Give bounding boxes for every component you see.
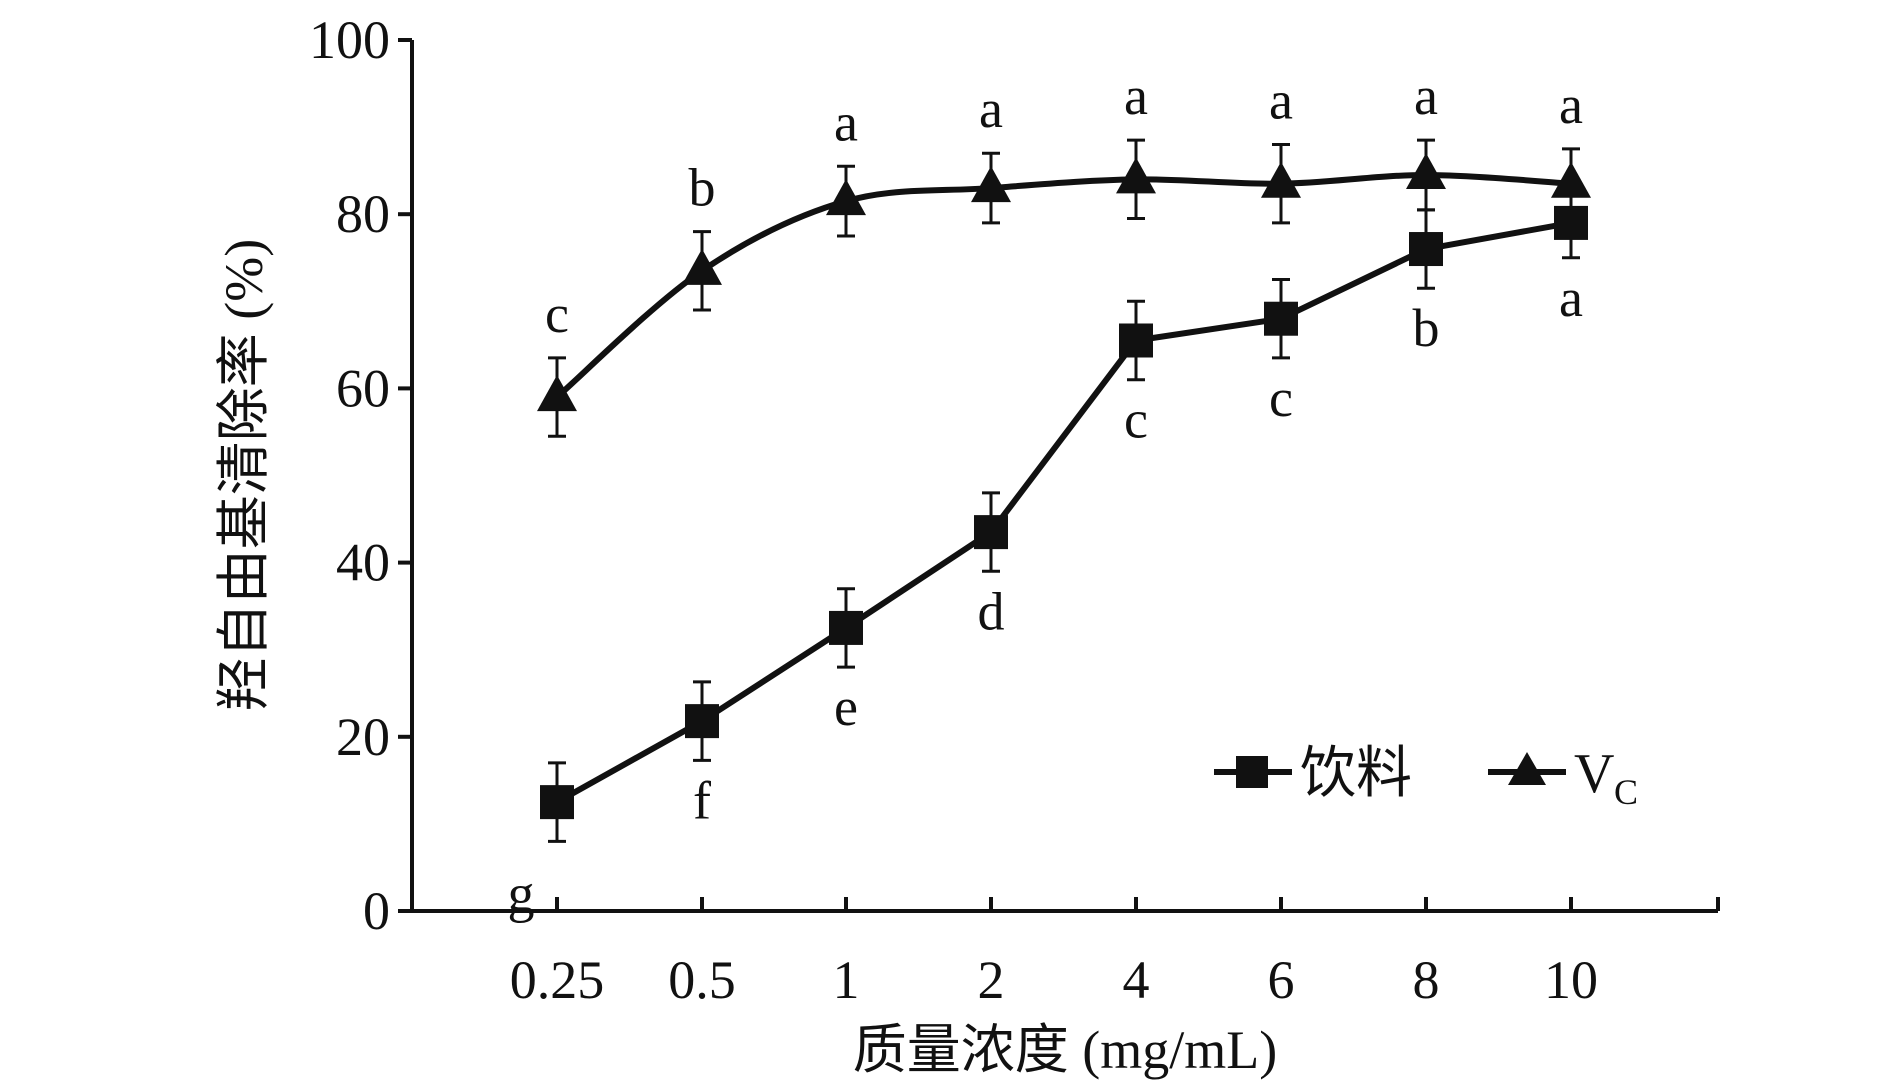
data-point-triangle bbox=[1406, 153, 1446, 190]
axes: 0 20 40 60 80 100 0.25 0.5 1 2 4 6 8 10 质量浓度 (mg/mL) 羟自… bbox=[214, 10, 1720, 1080]
series-beverage bbox=[540, 186, 1588, 843]
data-point-triangle bbox=[1261, 161, 1301, 198]
x-tick-label: 0.5 bbox=[668, 950, 736, 1010]
significance-letter: a bbox=[834, 92, 858, 152]
data-point-triangle bbox=[826, 179, 866, 216]
significance-letter: c bbox=[545, 284, 569, 344]
y-tick-label: 60 bbox=[336, 358, 390, 418]
series-vc bbox=[537, 138, 1591, 438]
x-tick-label: 0.25 bbox=[510, 950, 605, 1010]
significance-letter: a bbox=[1559, 75, 1583, 135]
data-point-triangle bbox=[1116, 157, 1156, 194]
significance-letter: a bbox=[1124, 66, 1148, 126]
x-tick-label: 1 bbox=[833, 950, 860, 1010]
significance-letter: a bbox=[1269, 71, 1293, 131]
legend-label-beverage: 饮料 bbox=[1300, 743, 1412, 805]
significance-letter: g bbox=[508, 863, 535, 923]
labels-layer: g f e d c c b a c b a a a a a a bbox=[508, 66, 1584, 923]
x-axis-title: 质量浓度 (mg/mL) bbox=[853, 1020, 1277, 1080]
y-axis-title: 羟自由基清除率 (%) bbox=[214, 239, 274, 711]
legend-marker-triangle bbox=[1508, 752, 1546, 785]
legend-label-vc-subscript: C bbox=[1614, 772, 1638, 812]
x-tick-label: 10 bbox=[1544, 950, 1598, 1010]
significance-letter: c bbox=[1124, 390, 1148, 450]
y-tick-label: 100 bbox=[309, 10, 390, 70]
significance-letter: e bbox=[834, 677, 858, 737]
significance-letter: c bbox=[1269, 368, 1293, 428]
significance-letter: b bbox=[689, 158, 716, 218]
y-tick-label: 80 bbox=[336, 184, 390, 244]
series-line bbox=[555, 219, 1572, 805]
data-point-square bbox=[829, 610, 863, 645]
y-tick-label: 40 bbox=[336, 533, 390, 593]
data-point-square bbox=[1264, 301, 1298, 336]
data-point-square bbox=[974, 515, 1008, 550]
x-tick-label: 6 bbox=[1268, 950, 1295, 1010]
x-tick-label: 2 bbox=[978, 950, 1005, 1010]
data-point-square bbox=[1409, 232, 1443, 267]
data-point-square bbox=[540, 785, 574, 820]
data-point-triangle bbox=[537, 375, 577, 412]
data-point-triangle bbox=[971, 166, 1011, 203]
y-tick-label: 20 bbox=[336, 707, 390, 767]
data-point-triangle bbox=[682, 248, 722, 285]
y-tick-label: 0 bbox=[363, 881, 390, 941]
significance-letter: a bbox=[1414, 66, 1438, 126]
x-tick-label: 4 bbox=[1123, 950, 1150, 1010]
significance-letter: a bbox=[979, 79, 1003, 139]
legend-label-vc: V bbox=[1574, 743, 1614, 805]
data-point-square bbox=[1119, 323, 1153, 358]
data-point-square bbox=[685, 704, 719, 739]
significance-letter: d bbox=[978, 581, 1005, 641]
significance-letter: b bbox=[1413, 298, 1440, 358]
legend-marker-square bbox=[1236, 756, 1268, 788]
significance-letter: f bbox=[693, 770, 711, 830]
legend: 饮料 V C bbox=[1214, 743, 1638, 812]
significance-letter: a bbox=[1559, 268, 1583, 328]
series-layer bbox=[537, 138, 1591, 843]
data-point-triangle bbox=[1551, 161, 1591, 198]
x-tick-label: 8 bbox=[1413, 950, 1440, 1010]
